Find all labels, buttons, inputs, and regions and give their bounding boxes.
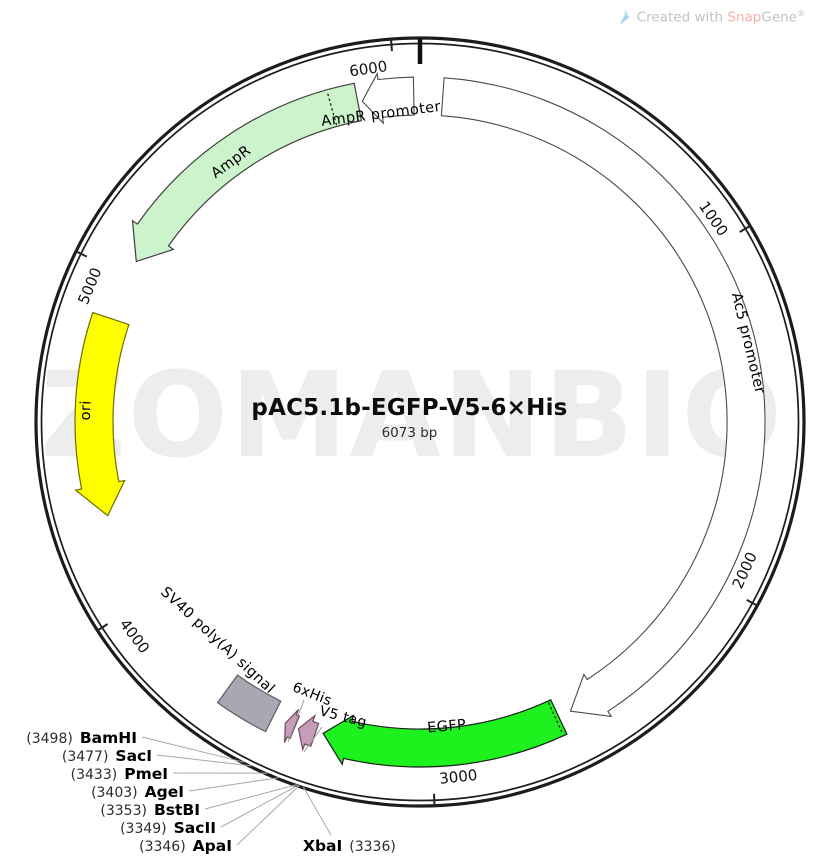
tick-label-4000: 4000 (116, 616, 153, 657)
feature-ac5-promoter (440, 77, 766, 718)
leader-line-xbai (302, 786, 332, 836)
restriction-site-name: SacI (115, 747, 152, 765)
restriction-site-name: ApaI (192, 837, 232, 855)
watermark: ZOMANBIO (40, 346, 784, 484)
feature-egfp-label: EGFP (427, 717, 467, 736)
leader-line-sacii (220, 784, 299, 828)
feature-egfp (322, 699, 568, 768)
feature-ampr-boundary-dotted-line (326, 91, 338, 126)
restriction-site-position: (3336) (349, 839, 396, 855)
feature-ori (74, 311, 130, 517)
plasmid-title: pAC5.1b-EGFP-V5-6×His (251, 395, 568, 421)
feature-6xhis-leader-line (287, 699, 305, 743)
leader-line-apai (236, 785, 300, 846)
leader-line-bamhi (141, 736, 245, 763)
feature-6xhis-label: 6xHis (290, 679, 334, 709)
plasmid-title-block: pAC5.1b-EGFP-V5-6×His 6073 bp (0, 395, 819, 441)
restriction-site-name: AgeI (144, 783, 184, 801)
tick-4000 (96, 623, 109, 632)
leader-line-bstbi (204, 784, 297, 810)
restriction-site-position: (3346) (139, 839, 186, 855)
snapgene-credit: Created with SnapGene® (617, 8, 805, 26)
restriction-site-bstbi: (3353) BstBI (100, 800, 200, 819)
restriction-site-position: (3498) (26, 731, 73, 747)
feature-ori-label: ori (78, 400, 95, 421)
restriction-site-name: BamHI (79, 729, 137, 747)
restriction-site-position: (3403) (91, 785, 138, 801)
feature-ampr (131, 82, 363, 263)
tick-6000 (390, 39, 393, 52)
feature-sv40-polya-signal-label: SV40 poly(A) signal (157, 584, 277, 697)
restriction-site-name: BstBI (153, 801, 200, 819)
restriction-site-saci: (3477) SacI (62, 746, 152, 765)
feature-egfp-boundary-dotted-line (547, 702, 564, 735)
restriction-site-position: (3349) (120, 821, 167, 837)
restriction-site-position: (3353) (100, 803, 147, 819)
restriction-site-agei: (3403) AgeI (91, 782, 184, 801)
tick-1000 (739, 224, 751, 233)
leader-line-saci (156, 754, 252, 767)
restriction-site-apai: (3346) ApaI (139, 836, 232, 855)
restriction-site-xbai: XbaI (3336) (303, 836, 396, 855)
tick-2000 (746, 598, 758, 607)
restriction-site-bamhi: (3498) BamHI (26, 728, 137, 747)
feature-sv40-polya-signal (216, 674, 282, 733)
credit-text: Created with SnapGene® (636, 8, 805, 26)
feature-ampr-promoter (361, 71, 415, 125)
snapgene-logo-icon (619, 9, 630, 25)
feature-v5-tag-leader-line (303, 726, 323, 753)
registered-mark: ® (797, 8, 805, 18)
brand-gene: Gene (761, 9, 797, 26)
tick-label-3000: 3000 (438, 766, 478, 788)
restriction-site-name: PmeI (124, 765, 168, 783)
plasmid-size-label: 6073 bp (381, 425, 438, 441)
restriction-site-name: XbaI (303, 837, 343, 855)
tick-label-5000: 5000 (74, 265, 105, 307)
restriction-site-position: (3477) (61, 749, 109, 765)
leader-line-agei (188, 777, 279, 792)
restriction-site-pmei: (3433) PmeI (71, 764, 168, 783)
restriction-site-name: SacII (173, 819, 216, 837)
tick-5000 (75, 250, 88, 258)
restriction-site-sacii: (3349) SacII (120, 818, 216, 837)
feature-v5-tag (297, 713, 320, 752)
feature-6xhis (284, 708, 301, 743)
restriction-site-position: (3433) (70, 767, 118, 783)
brand-snap: Snap (727, 9, 762, 26)
tick-label-6000: 6000 (348, 57, 388, 80)
